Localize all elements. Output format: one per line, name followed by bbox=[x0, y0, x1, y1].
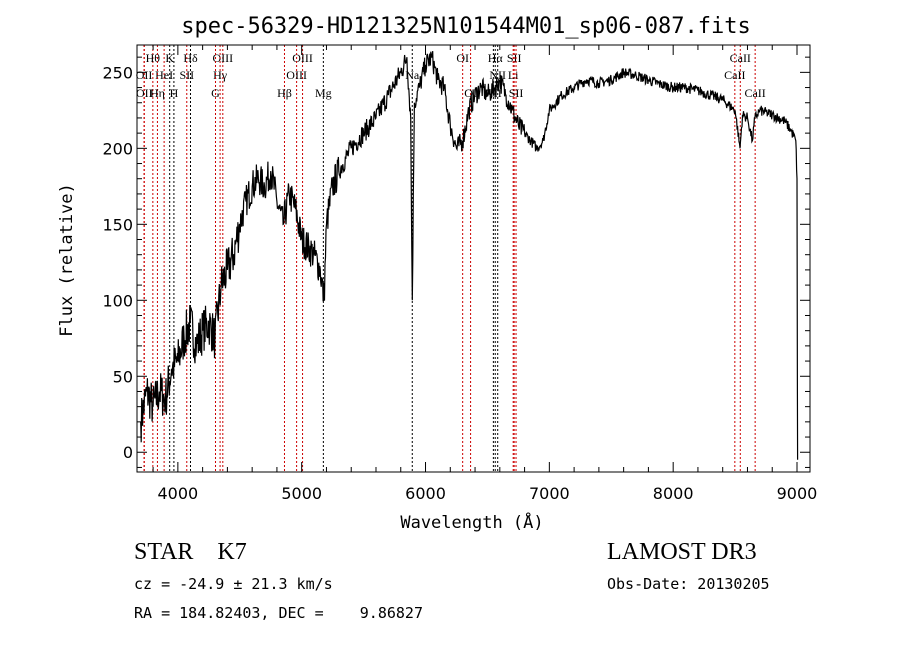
survey-name: LAMOST DR3 bbox=[607, 539, 757, 565]
spectral-line-label: HeI bbox=[155, 68, 173, 82]
spectral-line-label: CaII bbox=[724, 68, 745, 82]
spectral-line-label: Hθ bbox=[146, 51, 161, 65]
y-tick-label: 100 bbox=[102, 291, 133, 310]
x-tick-label: 5000 bbox=[281, 484, 322, 503]
y-tick-label: 200 bbox=[102, 139, 133, 158]
spectral-line-label: SII bbox=[179, 68, 194, 82]
spectral-line-label: Mg bbox=[315, 86, 332, 100]
axes: 4000 5000 6000 7000 8000 9000 0 50 100 150 200 250 bbox=[102, 44, 818, 503]
spectral-line-label: Li bbox=[508, 68, 519, 82]
spectral-line-label: Hδ bbox=[183, 51, 198, 65]
spectral-line-label: Hγ bbox=[213, 68, 228, 82]
spectral-line-label: Hβ bbox=[277, 86, 292, 100]
spectral-line-label: SII bbox=[509, 86, 524, 100]
coordinates: RA = 184.82403, DEC = 9.86827 bbox=[134, 604, 423, 622]
y-tick-label: 150 bbox=[102, 215, 133, 234]
x-axis-label: Wavelength (Å) bbox=[400, 511, 543, 533]
redshift-cz: cz = -24.9 ± 21.3 km/s bbox=[134, 575, 333, 593]
plot-frame bbox=[136, 44, 811, 473]
x-tick-label: 4000 bbox=[158, 484, 199, 503]
spectral-line-label: H bbox=[170, 86, 179, 100]
x-tick-label: 7000 bbox=[529, 484, 570, 503]
x-tick-label: 6000 bbox=[405, 484, 446, 503]
spectrum-series bbox=[140, 51, 799, 460]
object-class: STAR K7 bbox=[134, 539, 247, 565]
x-tick-label: 9000 bbox=[777, 484, 818, 503]
spectral-line-label: OII bbox=[136, 86, 153, 100]
spectral-line-label: CaII bbox=[744, 86, 765, 100]
spectrum-line bbox=[140, 51, 799, 460]
y-tick-label: 50 bbox=[113, 367, 133, 386]
x-tick-label: 8000 bbox=[653, 484, 694, 503]
spectral-line-label: SII bbox=[507, 51, 522, 65]
spectral-line-label: CaII bbox=[730, 51, 751, 65]
y-tick-label: 0 bbox=[123, 443, 133, 462]
y-tick-label: 250 bbox=[102, 63, 133, 82]
spectral-line-label: Na bbox=[405, 68, 420, 82]
spectral-line-label: OIII bbox=[212, 51, 233, 65]
spectral-line-label: Hα bbox=[488, 51, 504, 65]
spectral-line-label: NII bbox=[489, 68, 506, 82]
spectral-line-label: OIII bbox=[286, 68, 307, 82]
spectral-line-label: Hη bbox=[150, 86, 165, 100]
y-axis-label: Flux (relative) bbox=[57, 183, 77, 337]
spectral-line-label: OIII bbox=[292, 51, 313, 65]
obs-date: Obs-Date: 20130205 bbox=[607, 575, 770, 593]
chart-title: spec-56329-HD121325N101544M01_sp06-087.f… bbox=[181, 14, 751, 39]
spectral-line-label: G bbox=[211, 86, 220, 100]
spectral-line-label: K bbox=[165, 51, 174, 65]
spectral-line-label: OI bbox=[456, 51, 469, 65]
